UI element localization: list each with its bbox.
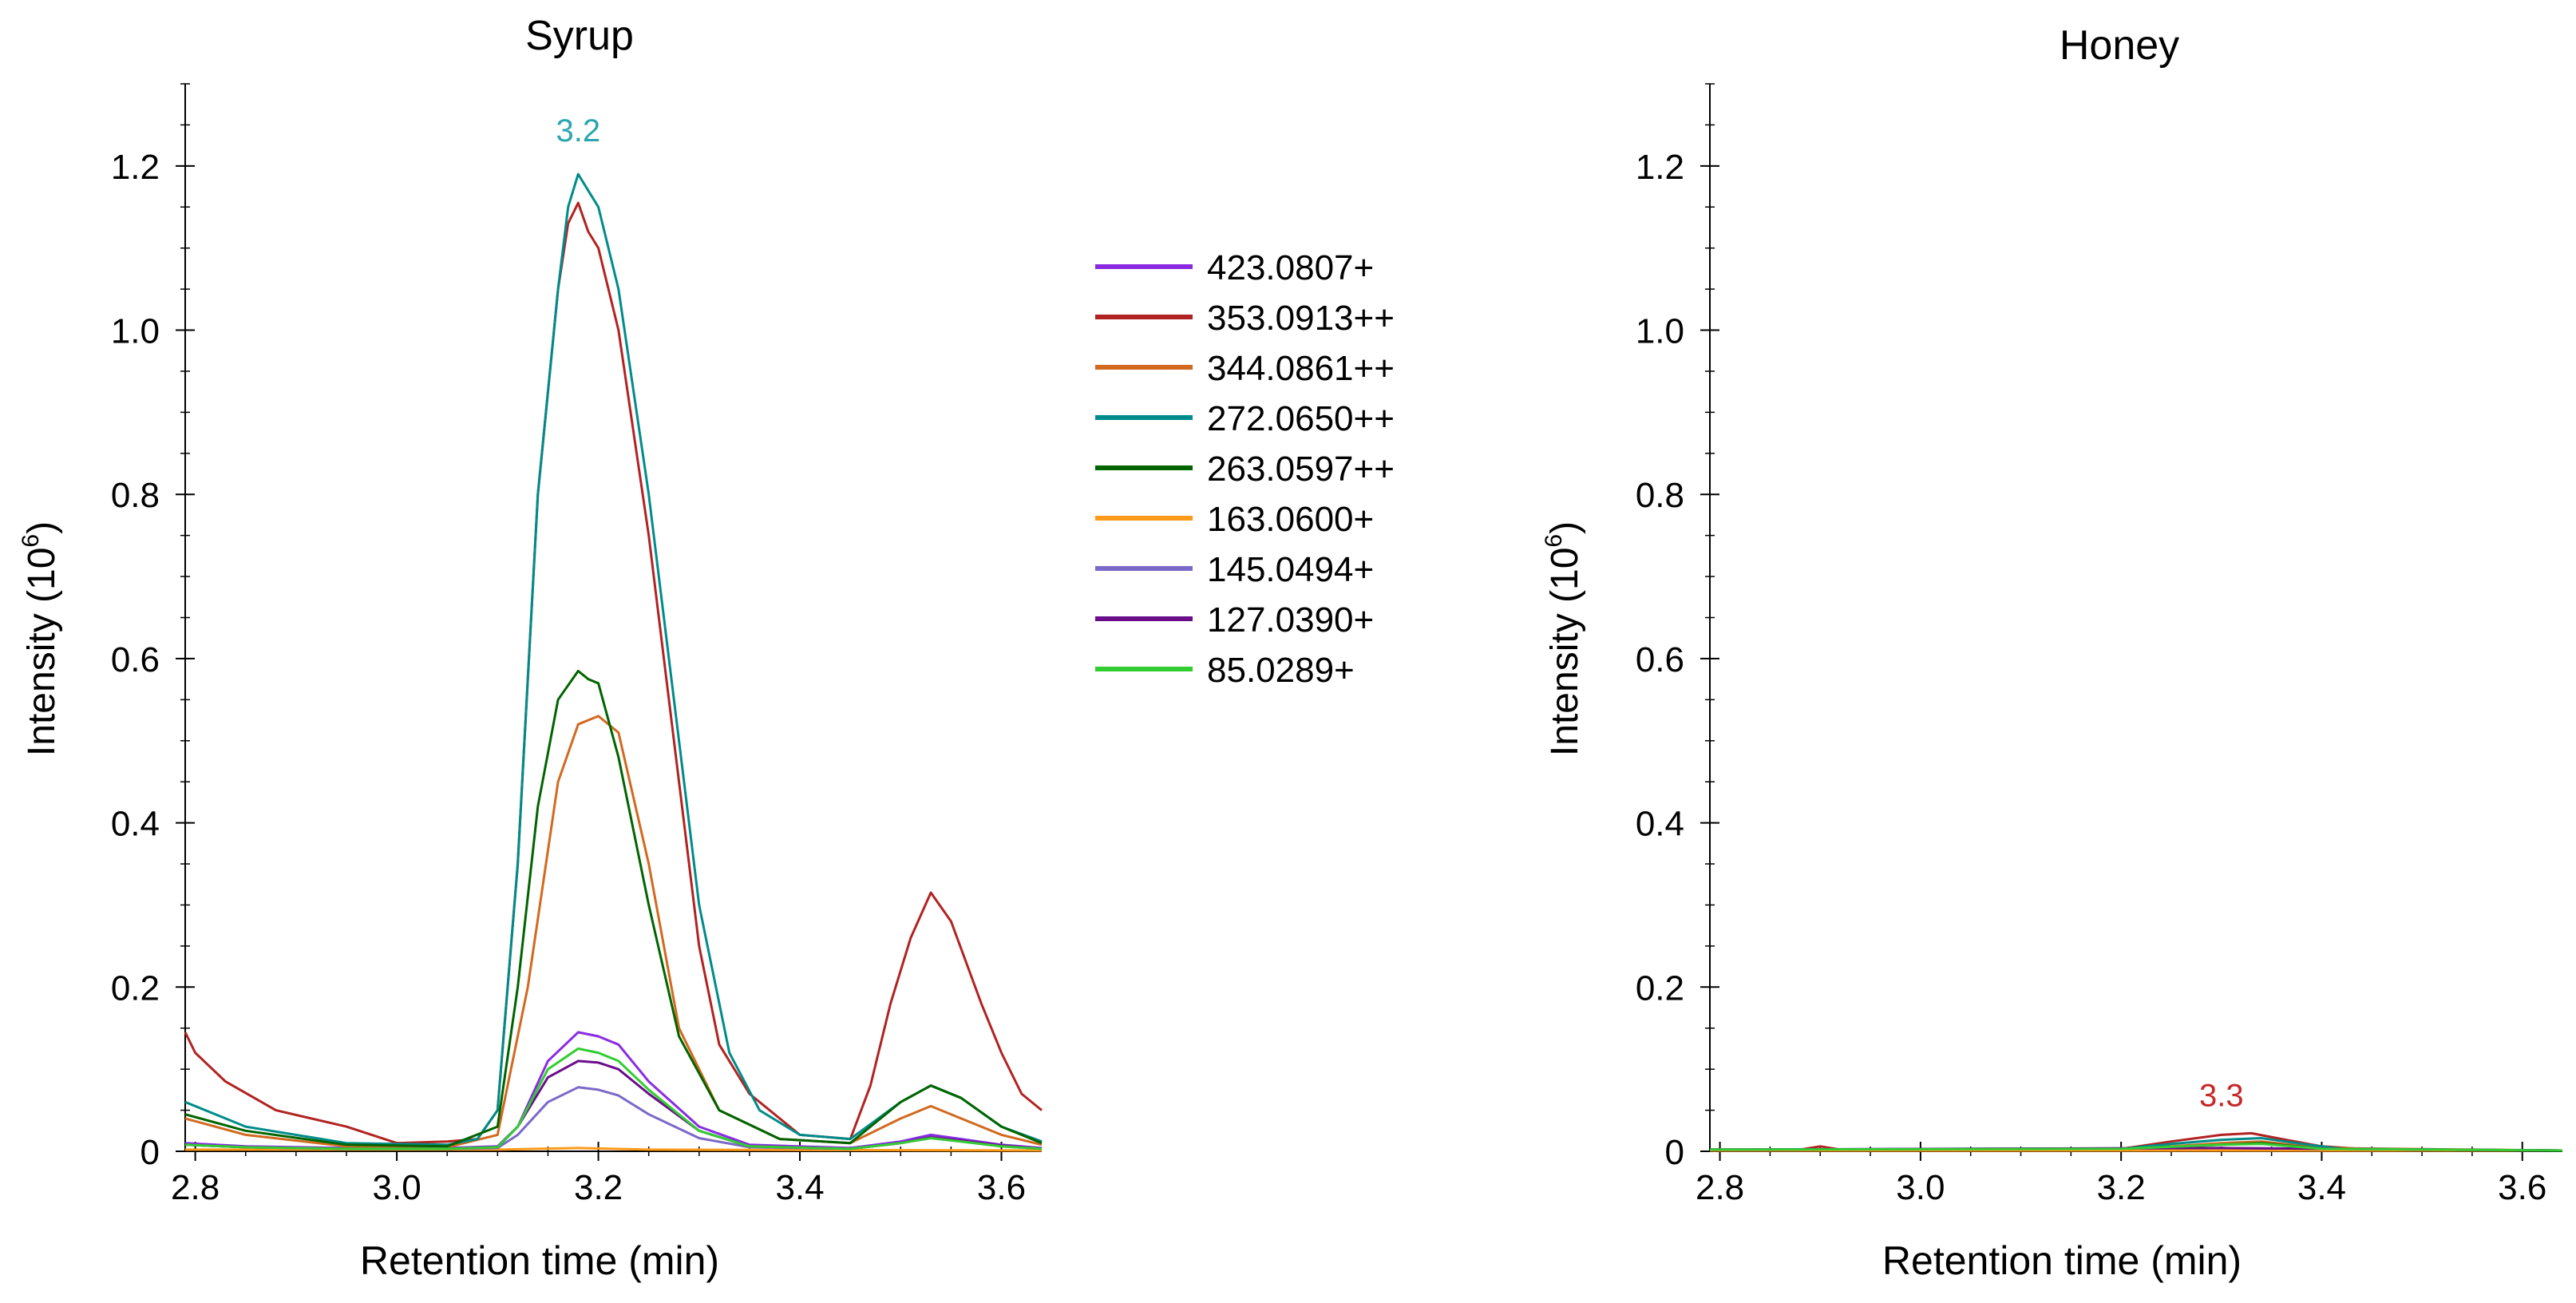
syrup-y-tick-label: 0.2 — [111, 968, 160, 1008]
honey-x-tick-label: 3.4 — [2297, 1168, 2346, 1207]
honey-y-tick-label: 0 — [1665, 1133, 1684, 1172]
legend-entry-label: 272.0650++ — [1207, 399, 1395, 438]
syrup-y-axis-label: Intensity (106) — [18, 521, 63, 756]
syrup-x-tick-label: 3.4 — [775, 1168, 824, 1207]
honey-y-tick-label: 0.6 — [1636, 640, 1684, 679]
legend-entry-label: 163.0600+ — [1207, 500, 1374, 539]
honey-series-lines — [1709, 1131, 2563, 1152]
honey-axes: 0 0.2 0.4 0.6 0.8 1.0 1.2 2.8 3.0 3.2 3.4 3.6 — [1636, 83, 2562, 1207]
syrup-series-lines — [184, 172, 1043, 1152]
syrup-y-tick-label: 0 — [140, 1133, 160, 1172]
syrup-x-tick-label: 3.0 — [373, 1168, 421, 1207]
syrup-series-line-4230807 — [184, 1031, 1043, 1150]
syrup-y-tick-label: 0.6 — [111, 640, 160, 679]
honey-y-tick-label: 0.4 — [1636, 805, 1684, 844]
syrup-x-tick-label: 3.2 — [574, 1168, 623, 1207]
syrup-series-line-2720650 — [184, 172, 1043, 1147]
syrup-series-line-3440861 — [184, 715, 1043, 1149]
syrup-y-tick-label: 1.2 — [111, 148, 160, 187]
syrup-y-axis-label-exponent: 6 — [18, 534, 44, 548]
honey-x-tick-label: 2.8 — [1696, 1168, 1744, 1207]
syrup-y-tick-label: 1.0 — [111, 312, 160, 351]
legend-entry-label: 344.0861++ — [1207, 349, 1395, 388]
honey-y-tick-label: 0.2 — [1636, 968, 1684, 1008]
syrup-y-tick-label: 0.8 — [111, 476, 160, 515]
syrup-chart-title: Syrup — [525, 13, 634, 59]
honey-x-tick-label: 3.0 — [1896, 1168, 1945, 1207]
legend-entry-label: 423.0807+ — [1207, 248, 1374, 287]
honey-peak-annotation: 3.3 — [2199, 1078, 2244, 1113]
honey-x-tick-label: 3.6 — [2498, 1168, 2546, 1207]
honey-chart: Honey Intensity (106) Retention time (mi… — [1541, 22, 2563, 1283]
syrup-x-axis-label: Retention time (min) — [360, 1238, 719, 1283]
honey-y-tick-label: 1.0 — [1636, 312, 1684, 351]
honey-y-tick-label: 0.8 — [1636, 476, 1684, 515]
syrup-peak-annotation: 3.2 — [556, 113, 601, 149]
syrup-axes: 0 0.2 0.4 0.6 0.8 1.0 1.2 2.8 3.0 3.2 3.4 3.6 — [111, 83, 1042, 1207]
syrup-series-line-2630597 — [184, 669, 1043, 1148]
syrup-annotations: 3.2 — [556, 113, 601, 149]
honey-x-axis-label: Retention time (min) — [1882, 1238, 2242, 1283]
honey-series-line-850289 — [1709, 1143, 2563, 1152]
syrup-series-line-1270390 — [184, 1059, 1043, 1151]
syrup-x-tick-label: 2.8 — [171, 1168, 220, 1207]
legend-entry-label: 263.0597++ — [1207, 450, 1395, 489]
legend-entry-label: 353.0913++ — [1207, 299, 1395, 338]
syrup-y-axis-label-text: Intensity (10 — [21, 548, 63, 756]
honey-y-axis-label-exponent: 6 — [1541, 534, 1567, 548]
honey-x-tick-label: 3.2 — [2097, 1168, 2146, 1207]
syrup-y-tick-label: 0.4 — [111, 805, 160, 844]
legend-entry-label: 127.0390+ — [1207, 600, 1374, 640]
syrup-series-line-850289 — [184, 1047, 1043, 1151]
legend-entry-label: 145.0494+ — [1207, 550, 1374, 589]
syrup-y-axis-label-close: ) — [21, 521, 63, 534]
syrup-x-tick-label: 3.6 — [977, 1168, 1026, 1207]
legend: 423.0807+ 353.0913++ 344.0861++ 272.0650++ 2… — [1095, 248, 1395, 690]
honey-y-tick-label: 1.2 — [1636, 148, 1684, 187]
legend-entry-label: 85.0289+ — [1207, 651, 1355, 690]
syrup-series-line-3530913 — [184, 201, 1043, 1145]
syrup-chart: Syrup Intensity (106) Retention time (mi… — [18, 13, 1043, 1283]
honey-y-axis-label-text: Intensity (10 — [1544, 548, 1586, 756]
honey-y-axis-label-close: ) — [1544, 521, 1586, 534]
honey-y-axis-label: Intensity (106) — [1541, 521, 1586, 756]
honey-chart-title: Honey — [2060, 22, 2179, 69]
honey-annotations: 3.3 — [2199, 1078, 2244, 1113]
